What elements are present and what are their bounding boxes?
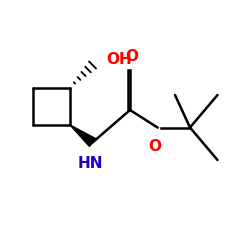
Polygon shape <box>70 125 96 146</box>
Text: O: O <box>125 49 138 64</box>
Text: HN: HN <box>77 156 103 171</box>
Text: OH: OH <box>106 52 132 68</box>
Text: O: O <box>148 139 162 154</box>
